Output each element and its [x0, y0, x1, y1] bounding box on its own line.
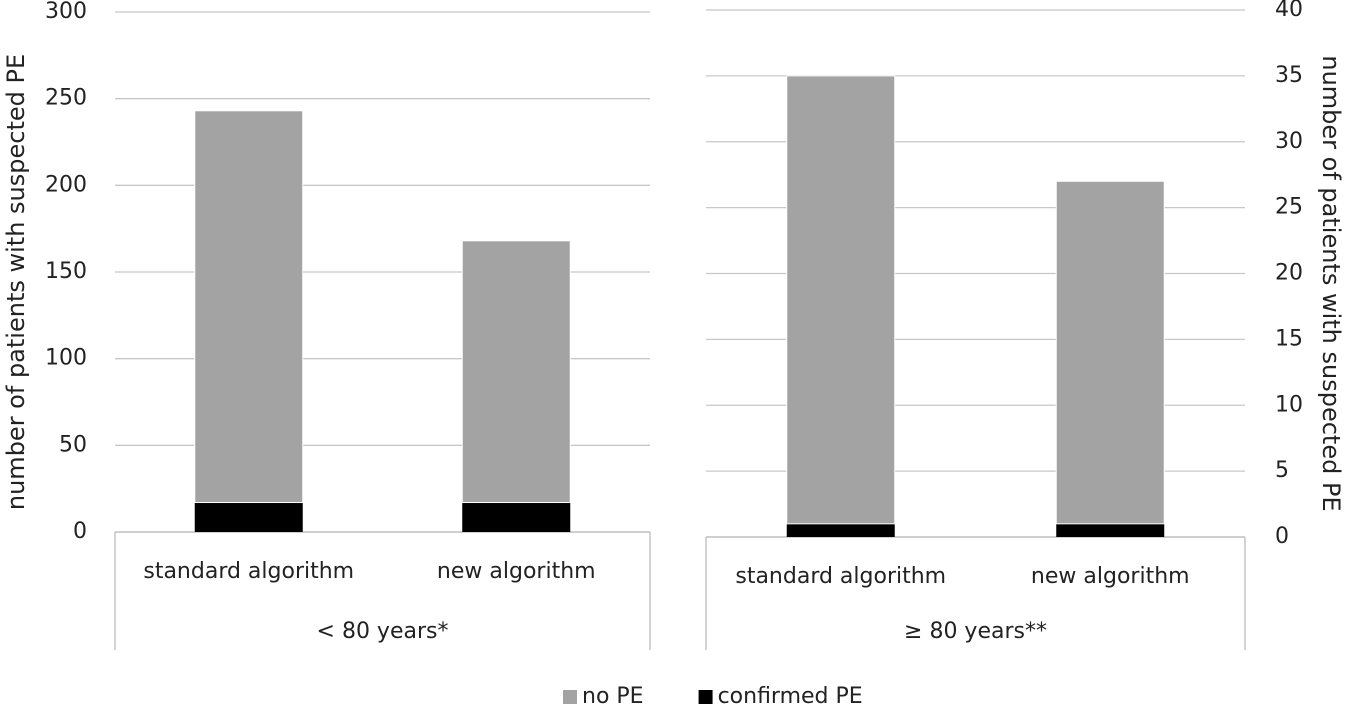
legend-label: no PE: [582, 684, 644, 709]
y-tick-label: 20: [1275, 261, 1303, 286]
y-tick-label: 0: [73, 519, 87, 544]
bar-segment: [462, 502, 571, 532]
y-tick-label: 50: [59, 432, 87, 457]
legend-swatch: [563, 690, 577, 704]
x-tick-label: new algorithm: [1031, 564, 1190, 589]
x-tick-label: standard algorithm: [143, 559, 354, 584]
y-tick-label: 15: [1275, 326, 1303, 351]
x-tick-label: new algorithm: [437, 559, 596, 584]
bar-segment: [786, 523, 895, 537]
y-tick-label: 40: [1275, 0, 1303, 22]
y-tick-label: 300: [45, 0, 87, 24]
y-tick-label: 100: [45, 346, 87, 371]
bar-segment: [786, 75, 896, 525]
bar-segment: [1056, 523, 1165, 537]
x-tick-label: standard algorithm: [735, 564, 946, 589]
y-tick-label: 5: [1275, 458, 1289, 483]
bar-segment: [1055, 180, 1165, 525]
y-axis-label: number of patients with suspected PE: [2, 54, 30, 510]
y-tick-label: 200: [45, 172, 87, 197]
group-label: < 80 years*: [317, 619, 449, 644]
y-tick-label: 30: [1275, 129, 1303, 154]
bar-segment: [194, 110, 304, 504]
y-tick-label: 10: [1275, 392, 1303, 417]
bar-segment: [194, 502, 303, 532]
bar-segment: [461, 240, 571, 504]
y-tick-label: 25: [1275, 195, 1303, 220]
legend-label: confirmed PE: [718, 684, 863, 709]
y-tick-label: 0: [1275, 524, 1289, 549]
y-axis-label: number of patients with suspected PE: [1317, 55, 1345, 511]
group-label: ≥ 80 years**: [904, 619, 1047, 644]
y-tick-label: 250: [45, 86, 87, 111]
y-tick-label: 150: [45, 259, 87, 284]
y-tick-label: 35: [1275, 63, 1303, 88]
legend-swatch: [698, 690, 713, 704]
